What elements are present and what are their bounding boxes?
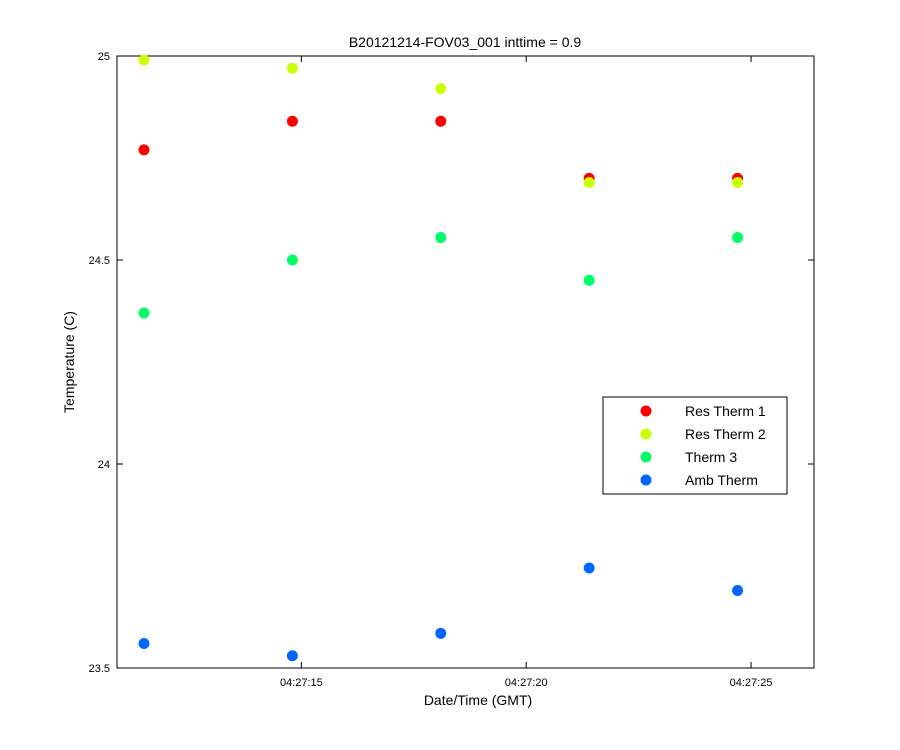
y-tick-label: 25 (98, 51, 110, 63)
legend-marker (640, 474, 652, 486)
legend-label: Therm 3 (685, 449, 737, 465)
y-axis-ticks: 23.5 24 24.5 25 (89, 51, 814, 675)
legend-label: Res Therm 2 (685, 426, 766, 442)
data-point-res-therm-2 (583, 176, 595, 188)
y-tick-label: 24.5 (89, 255, 110, 267)
data-point-amb-therm (138, 638, 150, 650)
data-point-therm-3 (435, 232, 447, 244)
y-axis-label: Temperature (C) (61, 311, 77, 413)
y-tick-label: 23.5 (89, 663, 110, 675)
data-point-res-therm-2 (138, 54, 150, 66)
data-point-therm-3 (583, 274, 595, 286)
x-tick-label: 04:27:20 (505, 677, 548, 689)
data-point-amb-therm (286, 650, 298, 662)
plot-area (116, 55, 815, 669)
data-point-res-therm-2 (286, 62, 298, 74)
data-point-res-therm-1 (138, 144, 150, 156)
legend-marker (640, 405, 652, 417)
legend-label: Res Therm 1 (685, 403, 766, 419)
x-axis-label: Date/Time (GMT) (424, 692, 532, 708)
legend-marker (640, 451, 652, 463)
chart-title: B20121214-FOV03_001 inttime = 0.9 (349, 34, 582, 50)
data-point-res-therm-1 (435, 115, 447, 127)
data-point-amb-therm (435, 627, 447, 639)
legend-marker (640, 428, 652, 440)
legend: Res Therm 1 Res Therm 2 Therm 3 Amb Therm (602, 396, 788, 495)
legend-box (602, 396, 788, 495)
data-point-therm-3 (732, 232, 744, 244)
data-point-res-therm-2 (732, 176, 744, 188)
data-points (138, 54, 744, 662)
legend-label: Amb Therm (685, 472, 758, 488)
y-tick-label: 24 (98, 459, 110, 471)
data-point-amb-therm (583, 562, 595, 574)
x-tick-label: 04:27:15 (280, 677, 323, 689)
data-point-therm-3 (286, 254, 298, 266)
x-axis-ticks: 04:27:15 04:27:20 04:27:25 (280, 56, 773, 689)
data-point-res-therm-1 (286, 115, 298, 127)
data-point-res-therm-2 (435, 83, 447, 95)
data-point-therm-3 (138, 307, 150, 319)
data-point-amb-therm (732, 584, 744, 596)
x-tick-label: 04:27:25 (730, 677, 773, 689)
